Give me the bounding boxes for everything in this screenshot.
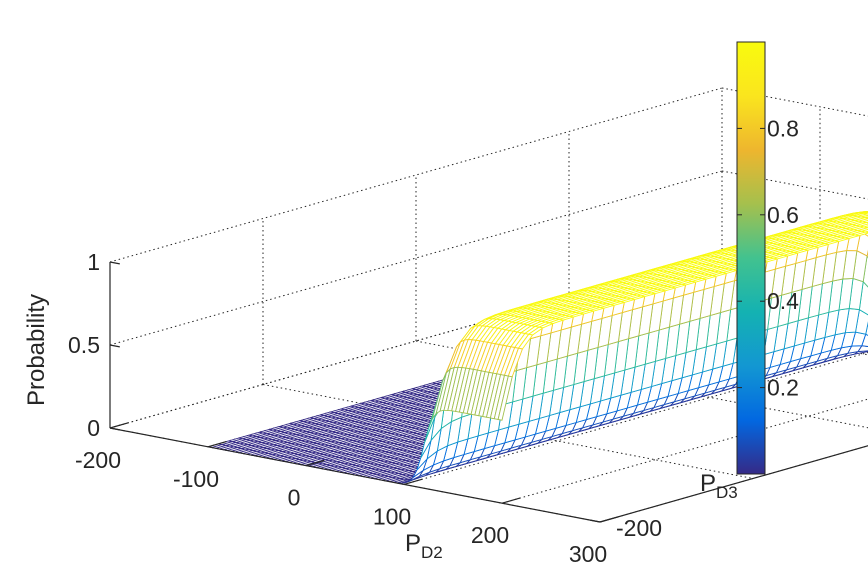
x-tick-label: -100: [173, 466, 219, 492]
z-tick-label: 1: [87, 249, 100, 275]
z-tick-label: 0.5: [68, 332, 100, 358]
y-axis-label: PD3: [700, 470, 738, 502]
x-tick-label: 100: [373, 503, 411, 529]
colorbar-tick-label: 0.4: [767, 288, 799, 314]
x-tick: [403, 478, 423, 485]
z-tick: [109, 427, 120, 431]
x-tick-label: 200: [471, 522, 509, 548]
colorbar: 0.2 0.4 0.6 0.8: [736, 41, 799, 475]
x-tick-label: 300: [569, 541, 607, 567]
z-tick: [109, 344, 120, 348]
x-tick: [305, 459, 325, 467]
surface-cell: [497, 375, 513, 421]
x-tick: [109, 422, 129, 429]
z-axis-label: Probability: [23, 294, 50, 406]
surface-mesh: [207, 210, 868, 484]
x-tick: [207, 441, 227, 448]
y-tick: [590, 519, 601, 523]
x-tick-label: 0: [288, 485, 301, 511]
colorbar-tick-label: 0.8: [767, 115, 799, 141]
x-axis-label: PD2: [405, 530, 443, 562]
z-tick: [109, 261, 120, 265]
wall-grid-line: [109, 87, 723, 263]
y-axis-line: [599, 445, 868, 523]
colorbar-gradient: [736, 41, 766, 475]
colorbar-tick-label: 0.6: [767, 202, 799, 228]
colorbar-tick-label: 0.2: [767, 375, 799, 401]
x-tick: [599, 516, 619, 523]
x-axis-line: [109, 427, 601, 523]
y-tick-label: -200: [616, 515, 662, 541]
x-tick-label: -200: [75, 447, 121, 473]
x-tick: [501, 497, 521, 504]
z-tick-label: 0: [87, 415, 100, 441]
